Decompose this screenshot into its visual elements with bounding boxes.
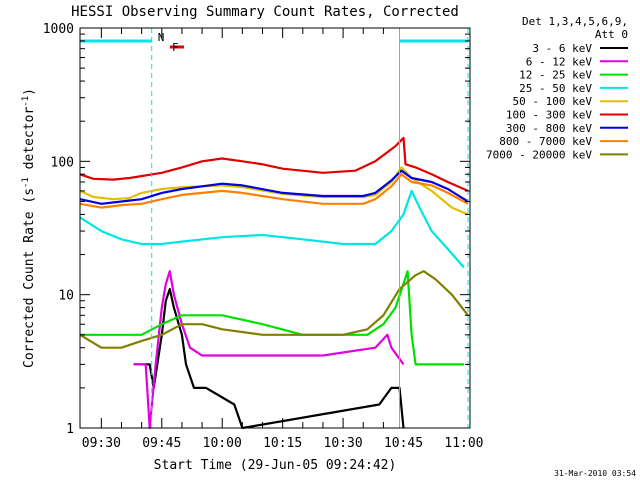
x-tick-label: 09:45 (142, 436, 181, 451)
series-line-2 (80, 270, 464, 366)
x-axis-label: Start Time (29-Jun-05 09:24:42) (154, 458, 397, 473)
y-tick-label: 10 (58, 289, 74, 304)
legend-label-1: 6 - 12 keV (526, 55, 593, 68)
series-line-8 (79, 270, 469, 349)
legend-header-line2: Att 0 (595, 28, 628, 41)
series-layer (79, 136, 469, 430)
x-tick-label: 10:00 (203, 436, 242, 451)
chart-title: HESSI Observing Summary Count Rates, Cor… (71, 4, 459, 20)
y-axis-label-mid: detector (22, 107, 37, 178)
series-line-3 (79, 189, 465, 269)
x-tick-label: 09:30 (82, 436, 121, 451)
plot-area: NF (79, 27, 471, 430)
y-tick-label: 1 (66, 422, 74, 437)
y-axis-label-sup2: -1 (21, 96, 31, 107)
y-axis-label-end: ) (22, 88, 37, 96)
series-line-1 (133, 270, 405, 430)
series-line-6 (79, 169, 469, 205)
x-axis: 09:30 09:45 10:00 10:15 10:30 10:45 11:00 (82, 28, 484, 451)
series-line-0 (133, 288, 405, 430)
y-axis-label: Corrected Count Rate (s-1 detector-1) (21, 88, 37, 368)
flag-label-f: F (172, 41, 179, 54)
legend-label-6: 300 - 800 keV (506, 122, 592, 135)
x-tick-label: 10:45 (384, 436, 423, 451)
generation-timestamp: 31-Mar-2010 03:54 (554, 469, 636, 478)
legend-label-4: 50 - 100 keV (513, 95, 593, 108)
flags-layer: NF (80, 31, 468, 54)
boundary-lines (79, 28, 469, 428)
x-tick-label: 10:30 (324, 436, 363, 451)
x-tick-label: 10:15 (263, 436, 302, 451)
legend-label-0: 3 - 6 keV (532, 42, 592, 55)
legend-label-5: 100 - 300 keV (506, 109, 592, 122)
flag-label-n: N (158, 31, 165, 44)
legend-label-8: 7000 - 20000 keV (486, 148, 592, 161)
y-tick-label: 100 (51, 155, 74, 170)
y-axis-label-start: Corrected Count Rate (s (22, 188, 37, 368)
y-axis: 1 10 100 1000 (43, 22, 470, 437)
y-axis-label-sup1: -1 (21, 177, 31, 188)
legend-label-7: 800 - 7000 keV (499, 135, 592, 148)
legend-label-3: 25 - 50 keV (519, 82, 592, 95)
legend-header-line1: Det 1,3,4,5,6,9, (522, 15, 628, 28)
series-line-7 (79, 173, 469, 209)
series-line-5 (79, 136, 469, 192)
plot-frame (79, 27, 471, 429)
legend-label-2: 12 - 25 keV (519, 69, 592, 82)
x-tick-label: 11:00 (444, 436, 483, 451)
y-tick-label: 1000 (43, 22, 74, 37)
